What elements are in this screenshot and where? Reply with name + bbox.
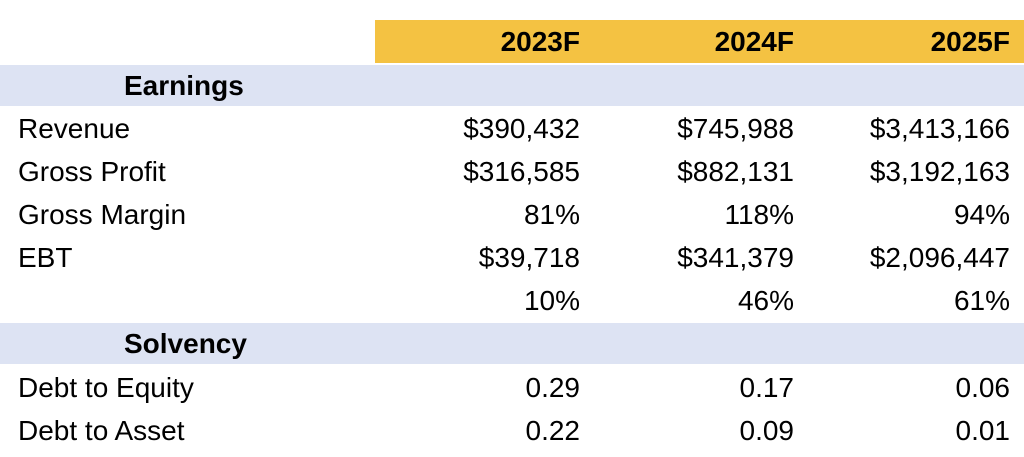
table-row-ebt: EBT $39,718 $341,379 $2,096,447: [0, 236, 1024, 279]
table-row-gross-profit: Gross Profit $316,585 $882,131 $3,192,16…: [0, 150, 1024, 193]
table-row-revenue: Revenue $390,432 $745,988 $3,413,166: [0, 107, 1024, 150]
row-value-2023: 0.29: [525, 371, 581, 403]
section-title-earnings: Earnings: [124, 69, 244, 101]
row-value-2024: 0.09: [739, 414, 795, 446]
year-header-2025: 2025F: [802, 20, 1024, 63]
row-value-2024: $341,379: [677, 241, 794, 273]
section-earnings: Earnings: [0, 65, 1024, 106]
section-title-solvency: Solvency: [124, 327, 247, 359]
row-value-2024: 46%: [737, 284, 794, 316]
row-value-2023: 81%: [523, 198, 580, 230]
table-row-debt-to-equity: Debt to Equity 0.29 0.17 0.06: [0, 366, 1024, 409]
section-solvency: Solvency: [0, 323, 1024, 364]
row-value-2025: 0.06: [955, 371, 1011, 403]
table-row-debt-to-asset: Debt to Asset 0.22 0.09 0.01: [0, 409, 1024, 452]
row-value-2024: $882,131: [677, 155, 794, 187]
row-value-2024: $745,988: [677, 112, 794, 144]
row-value-2025: 61%: [953, 284, 1010, 316]
row-value-2023: $390,432: [463, 112, 580, 144]
year-header-2023: 2023F: [375, 20, 588, 63]
row-value-2025: $3,192,163: [869, 155, 1010, 187]
row-value-2023: $316,585: [463, 155, 580, 187]
year-header-row: 2023F 2024F 2025F: [0, 20, 1024, 63]
row-label: EBT: [18, 241, 73, 273]
row-label: Debt to Equity: [18, 371, 194, 403]
row-label: Gross Margin: [18, 198, 187, 230]
row-value-2023: 0.22: [525, 414, 581, 446]
row-value-2025: $2,096,447: [869, 241, 1010, 273]
row-value-2025: 0.01: [955, 414, 1011, 446]
row-value-2023: 10%: [523, 284, 580, 316]
row-label: Gross Profit: [18, 155, 166, 187]
row-value-2025: $3,413,166: [869, 112, 1010, 144]
row-label: Debt to Asset: [18, 414, 185, 446]
row-value-2023: $39,718: [478, 241, 580, 273]
table-row-ebt-margin: 10% 46% 61%: [0, 279, 1024, 322]
year-header-2024: 2024F: [588, 20, 802, 63]
row-value-2024: 0.17: [739, 371, 795, 403]
row-value-2024: 118%: [724, 198, 794, 230]
table-row-gross-margin: Gross Margin 81% 118% 94%: [0, 193, 1024, 236]
row-label: Revenue: [18, 112, 131, 144]
row-value-2025: 94%: [953, 198, 1010, 230]
